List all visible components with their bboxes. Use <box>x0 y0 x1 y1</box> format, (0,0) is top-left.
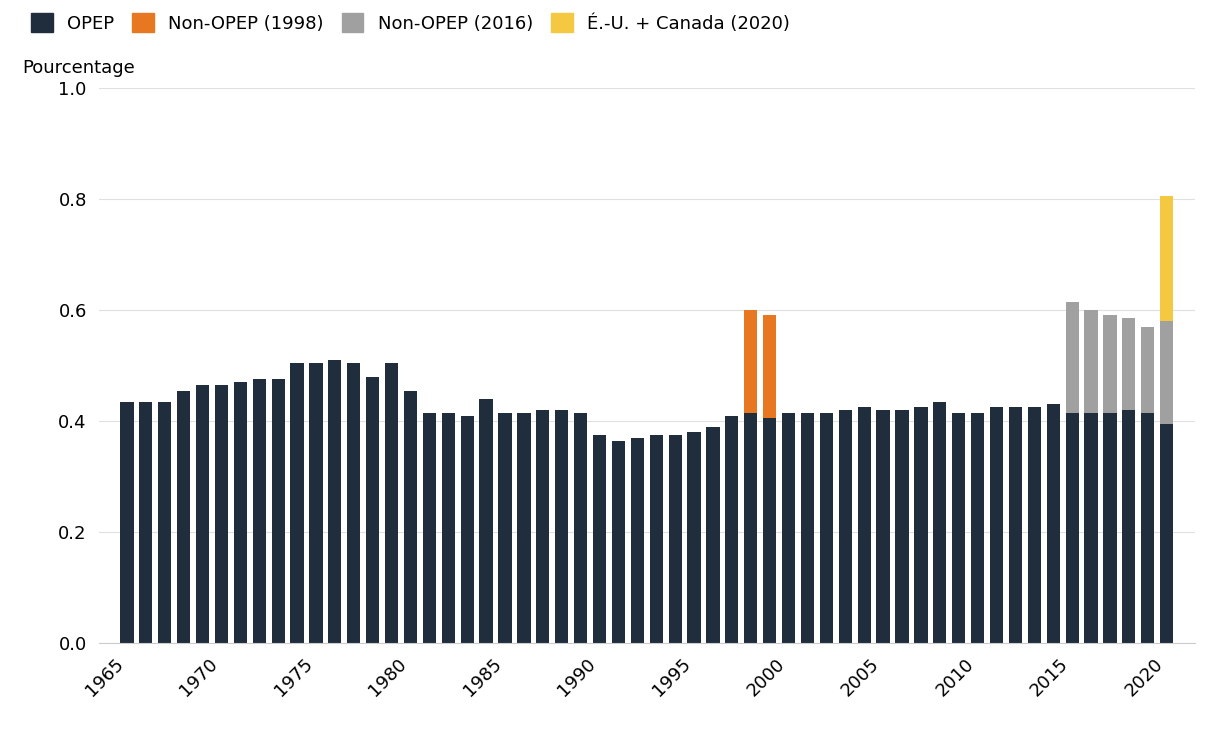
Bar <box>744 310 758 413</box>
Bar <box>896 410 909 643</box>
Bar <box>309 363 323 643</box>
Bar <box>461 415 474 643</box>
Bar <box>499 413 511 643</box>
Bar <box>1066 302 1079 413</box>
Bar <box>517 413 531 643</box>
Bar <box>384 363 398 643</box>
Bar <box>801 413 814 643</box>
Bar <box>1009 407 1023 643</box>
Bar <box>763 316 776 418</box>
Bar <box>158 401 171 643</box>
Bar <box>291 363 303 643</box>
Bar <box>347 363 361 643</box>
Bar <box>669 435 681 643</box>
Bar <box>971 413 984 643</box>
Bar <box>1161 321 1173 424</box>
Bar <box>177 390 190 643</box>
Text: Pourcentage: Pourcentage <box>22 58 134 77</box>
Bar <box>706 427 719 643</box>
Bar <box>1047 404 1060 643</box>
Bar <box>1084 413 1098 643</box>
Bar <box>952 413 966 643</box>
Bar <box>1161 196 1173 321</box>
Bar <box>687 432 701 643</box>
Bar <box>139 401 153 643</box>
Bar <box>744 413 758 643</box>
Bar <box>271 379 285 643</box>
Bar <box>612 441 625 643</box>
Bar <box>933 401 946 643</box>
Bar <box>196 385 209 643</box>
Bar <box>253 379 266 643</box>
Bar <box>328 360 341 643</box>
Bar <box>1027 407 1041 643</box>
Bar <box>1141 413 1154 643</box>
Bar <box>214 385 228 643</box>
Bar <box>404 390 418 643</box>
Bar <box>857 407 871 643</box>
Legend: OPEP, Non-OPEP (1998), Non-OPEP (2016), É.-U. + Canada (2020): OPEP, Non-OPEP (1998), Non-OPEP (2016), … <box>31 13 790 33</box>
Bar <box>423 413 436 643</box>
Bar <box>726 415 738 643</box>
Bar <box>1161 424 1173 643</box>
Bar <box>479 399 493 643</box>
Bar <box>366 376 379 643</box>
Bar <box>121 401 133 643</box>
Bar <box>442 413 455 643</box>
Bar <box>649 435 663 643</box>
Bar <box>574 413 588 643</box>
Bar <box>1084 310 1098 413</box>
Bar <box>234 382 246 643</box>
Bar <box>782 413 795 643</box>
Bar <box>914 407 928 643</box>
Bar <box>1104 316 1116 413</box>
Bar <box>876 410 890 643</box>
Bar <box>556 410 568 643</box>
Bar <box>991 407 1003 643</box>
Bar <box>819 413 833 643</box>
Bar <box>1066 413 1079 643</box>
Bar <box>631 438 644 643</box>
Bar <box>593 435 606 643</box>
Bar <box>763 418 776 643</box>
Bar <box>1141 327 1154 413</box>
Bar <box>536 410 549 643</box>
Bar <box>1104 413 1116 643</box>
Bar <box>1122 318 1136 410</box>
Bar <box>839 410 851 643</box>
Bar <box>1122 410 1136 643</box>
